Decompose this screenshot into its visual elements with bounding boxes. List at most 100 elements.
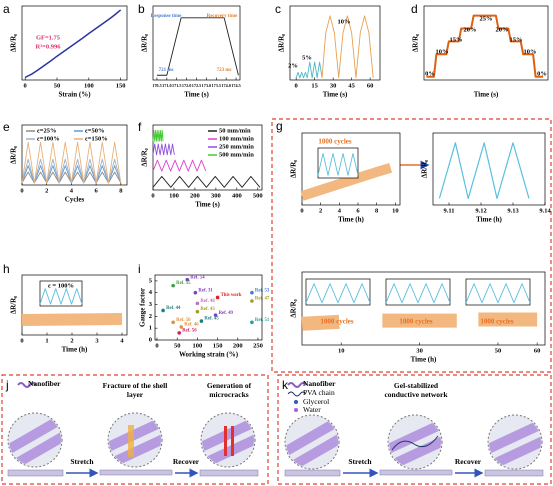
film: [379, 469, 453, 476]
data-line: [295, 61, 323, 79]
data-line: [317, 153, 359, 176]
panel-label: i: [138, 262, 141, 276]
x-tick-label: 200: [233, 342, 243, 349]
step-label: Gel-stabilized conductive network: [384, 381, 448, 399]
panel-label: c: [275, 2, 281, 16]
annotation: 721 ms: [159, 68, 174, 73]
x-tick-label: 9.13: [507, 207, 519, 214]
point-label: Ref. 54: [190, 275, 205, 280]
data-line: [385, 283, 451, 304]
point-label: Ref. 47: [255, 297, 270, 302]
x-axis-label: Time (s): [323, 91, 348, 99]
annotation: R²=0.996: [36, 43, 62, 50]
data-line: [152, 143, 175, 156]
x-tick-label: 6: [94, 187, 98, 194]
point-label: Ref. 45: [204, 317, 219, 322]
panel-j-frame: [1, 374, 269, 485]
annotation: 20%: [496, 26, 509, 33]
scatter-point: [195, 309, 200, 314]
crack: [231, 426, 234, 456]
fiber: [481, 430, 550, 474]
x-tick-label: 3: [95, 337, 99, 344]
pva-chain: [391, 435, 439, 451]
annotation: 25%: [480, 15, 493, 22]
x-tick-label: 10: [392, 207, 399, 214]
y-tick-label: 4: [149, 289, 153, 296]
x-tick-label: 0: [300, 207, 303, 214]
x-tick-label: 6: [356, 207, 360, 214]
x-tick-label: 9.14: [539, 207, 551, 214]
panel-label: k: [282, 378, 289, 392]
x-axis-label: Cycles: [65, 196, 85, 204]
scatter-point: [250, 290, 254, 295]
scatter-point: [171, 320, 175, 325]
annotation: Response time: [151, 14, 182, 19]
film: [484, 469, 544, 477]
plot-frame: [152, 124, 263, 191]
plot-frame: [432, 132, 546, 206]
x-tick-label: 173.5: [212, 83, 221, 88]
y-axis-label: ΔR/R₀: [10, 34, 18, 53]
x-axis-label: Time (s): [184, 91, 209, 99]
x-tick-label: 9.11: [443, 207, 454, 214]
point-label: Ref. 31: [198, 288, 213, 293]
panel-label: j: [5, 378, 9, 392]
x-tick-label: 250: [253, 342, 263, 349]
x-tick-label: 9.12: [475, 207, 486, 214]
data-line: [24, 9, 122, 79]
panel-label: a: [3, 2, 10, 16]
y-tick-label: 2: [149, 313, 152, 320]
panel-k-frame: [277, 374, 552, 485]
x-tick-label: 150: [213, 342, 223, 349]
x-tick-label: 45: [348, 82, 355, 89]
x-tick-label: 4: [120, 337, 124, 344]
data-line: [21, 313, 123, 326]
scatter-point: [193, 290, 198, 295]
panel-label: h: [3, 262, 10, 276]
y-axis-label: ΔR/R₀: [412, 34, 420, 53]
fiber: [276, 413, 347, 462]
annotation: 10%: [524, 48, 537, 55]
x-tick-label: 60: [534, 347, 541, 354]
panel-label: g: [276, 119, 283, 133]
data-line: [438, 142, 530, 200]
scatter-point: [179, 325, 184, 329]
plot-frame: [305, 278, 371, 306]
point-label: Ref. 55: [176, 281, 191, 286]
y-axis-label: ΔR/R₀: [278, 34, 286, 53]
annotation: 0%: [537, 70, 547, 77]
annotation: Recovery time: [207, 14, 238, 19]
legend-label: 100 mm/min: [219, 135, 254, 142]
annotation: 10%: [436, 48, 449, 55]
x-axis-label: Time (h): [411, 356, 437, 364]
point-label: Ref. 44: [166, 306, 181, 311]
x-tick-label: 100: [169, 192, 179, 199]
point-label: Ref. 43: [200, 307, 215, 312]
annotation: 15%: [510, 36, 523, 43]
y-tick-label: 5: [149, 277, 153, 284]
x-tick-label: 4: [338, 207, 342, 214]
x-tick-label: 8: [375, 207, 379, 214]
annotation: 1000 cycles: [480, 318, 514, 326]
legend-label: Nanofiber: [303, 379, 336, 388]
film: [7, 469, 64, 477]
step-label: Fracture of the shell layer: [102, 381, 168, 399]
film: [284, 469, 341, 477]
x-axis-label: Time (h): [62, 346, 88, 354]
point-label: Ref. 56: [182, 329, 197, 334]
x-tick-label: 170.5: [152, 83, 161, 88]
x-tick-label: 500: [253, 192, 263, 199]
x-tick-label: 171.0: [162, 83, 171, 88]
y-axis-label: ΔR/R₀: [141, 34, 149, 53]
legend-label: ε=150%: [85, 135, 108, 142]
annotation: GF=1.75: [36, 34, 61, 41]
fiber: [381, 430, 450, 474]
x-tick-label: 400: [232, 192, 242, 199]
annotation: 5%: [302, 54, 312, 61]
plot-frame: [385, 278, 451, 306]
x-tick-label: 0: [295, 82, 298, 89]
data-line: [152, 159, 207, 172]
x-tick-label: 15: [311, 82, 318, 89]
data-line: [152, 129, 164, 142]
